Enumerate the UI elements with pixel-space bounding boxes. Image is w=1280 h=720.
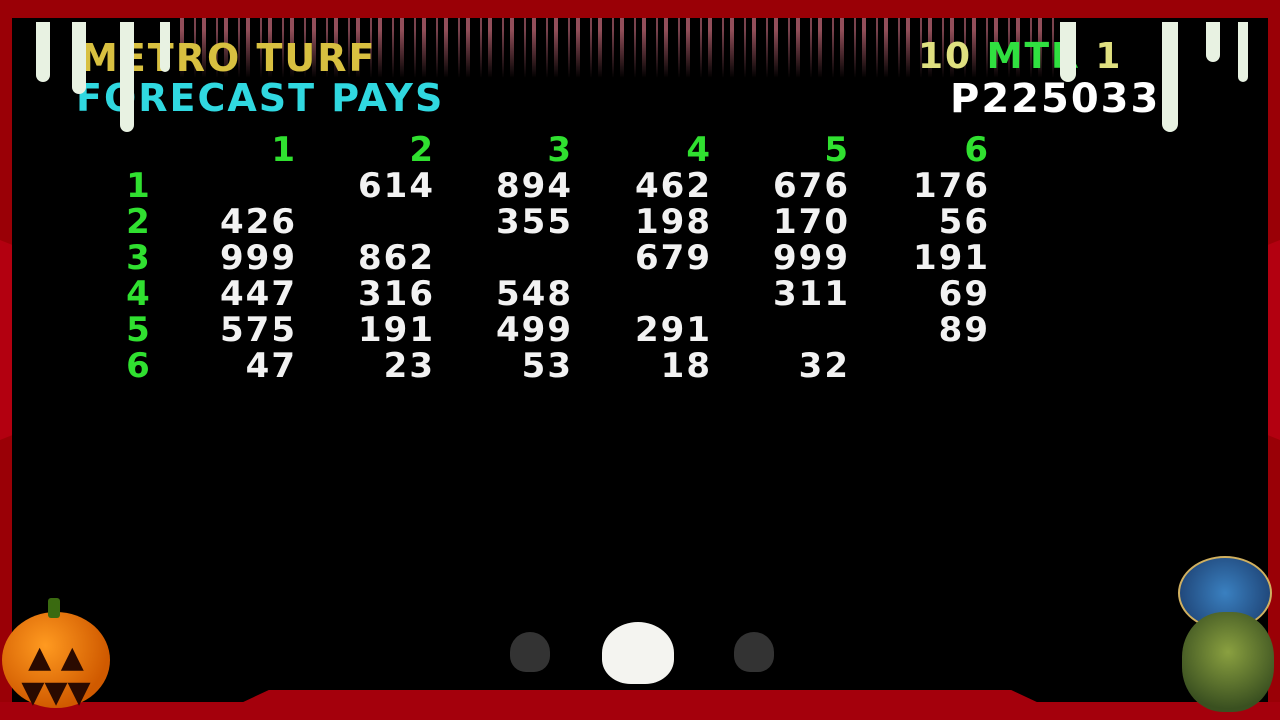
forecast-pay-cell: 676 <box>773 166 850 206</box>
slime-drip <box>1162 22 1178 132</box>
distance-number: 10 <box>918 36 973 77</box>
distance-suffix: 1 <box>1095 36 1123 77</box>
forecast-pay-cell: 999 <box>220 238 297 278</box>
column-header: 6 <box>964 130 990 170</box>
forecast-pay-cell: 355 <box>496 202 573 242</box>
skull-icon <box>510 632 550 672</box>
slime-drip <box>36 22 50 82</box>
forecast-pay-cell: 47 <box>245 346 297 386</box>
skull-icon <box>602 622 674 684</box>
race-distance: 10 MTR 1 <box>918 36 1122 77</box>
blood-drips-decoration <box>180 18 1060 78</box>
forecast-pay-cell: 56 <box>938 202 990 242</box>
slime-drip <box>72 22 86 94</box>
forecast-pay-cell: 191 <box>913 238 990 278</box>
forecast-pay-cell: 291 <box>635 310 712 350</box>
skull-icon <box>734 632 774 672</box>
row-label: 3 <box>126 238 150 278</box>
race-code: P225033 <box>950 76 1161 122</box>
column-header: 2 <box>409 130 435 170</box>
forecast-pay-cell: 575 <box>220 310 297 350</box>
forecast-pay-cell: 447 <box>220 274 297 314</box>
forecast-pay-cell: 548 <box>496 274 573 314</box>
column-header: 3 <box>547 130 573 170</box>
slime-drip <box>1238 22 1248 82</box>
row-label: 2 <box>126 202 150 242</box>
forecast-pay-cell: 614 <box>358 166 435 206</box>
forecast-pay-cell: 18 <box>660 346 712 386</box>
row-label: 1 <box>126 166 150 206</box>
forecast-pay-cell: 89 <box>938 310 990 350</box>
forecast-pay-cell: 53 <box>521 346 573 386</box>
column-header: 5 <box>824 130 850 170</box>
forecast-pay-cell: 32 <box>798 346 850 386</box>
slime-drip <box>1060 22 1076 82</box>
forecast-pay-cell: 426 <box>220 202 297 242</box>
forecast-pay-cell: 679 <box>635 238 712 278</box>
zombie-icon <box>1182 612 1274 712</box>
row-label: 6 <box>126 346 150 386</box>
forecast-pay-cell: 311 <box>773 274 850 314</box>
forecast-pay-cell: 499 <box>496 310 573 350</box>
slime-drip <box>160 22 170 72</box>
pumpkin-icon: ▲ ▲ ▼▼▼ <box>2 598 110 710</box>
slime-drip <box>120 22 134 132</box>
row-label: 5 <box>126 310 150 350</box>
display-screen <box>12 18 1268 702</box>
forecast-pay-cell: 198 <box>635 202 712 242</box>
forecast-pay-cell: 69 <box>938 274 990 314</box>
slime-drip <box>1206 22 1220 62</box>
column-header: 1 <box>271 130 297 170</box>
page-title: FORECAST PAYS <box>76 76 445 120</box>
forecast-pay-cell: 862 <box>358 238 435 278</box>
forecast-pay-cell: 23 <box>383 346 435 386</box>
forecast-pay-cell: 176 <box>913 166 990 206</box>
column-header: 4 <box>686 130 712 170</box>
forecast-pay-cell: 894 <box>496 166 573 206</box>
row-label: 4 <box>126 274 150 314</box>
forecast-pay-cell: 462 <box>635 166 712 206</box>
forecast-pay-cell: 316 <box>358 274 435 314</box>
forecast-pay-cell: 170 <box>773 202 850 242</box>
forecast-pay-cell: 191 <box>358 310 435 350</box>
forecast-pay-cell: 999 <box>773 238 850 278</box>
